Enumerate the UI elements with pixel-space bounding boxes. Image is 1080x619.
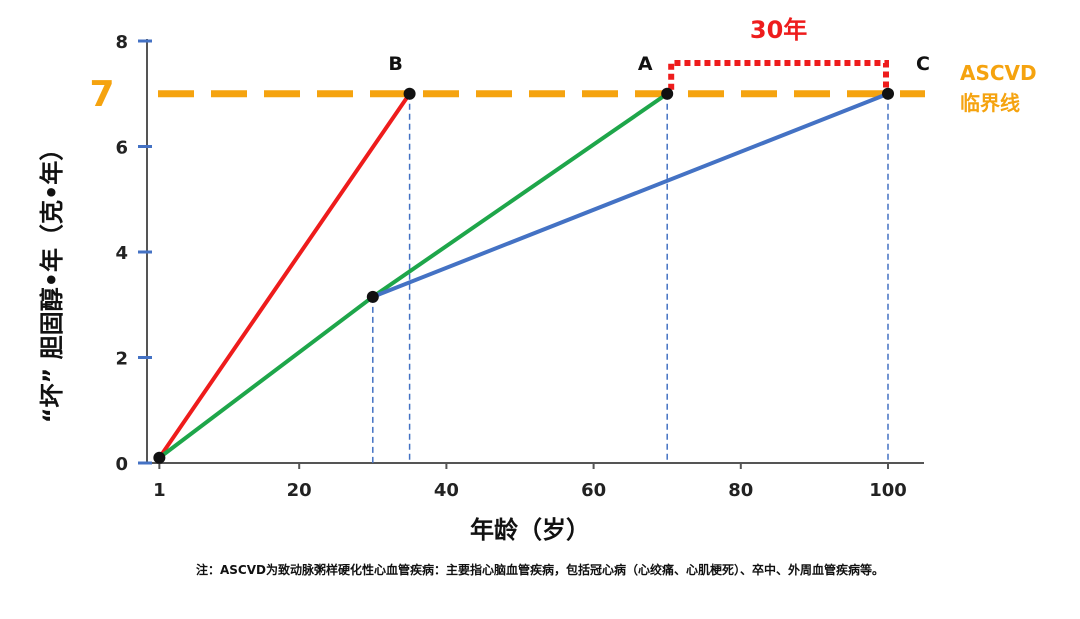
threshold-label-line2: 临界线 bbox=[960, 91, 1020, 115]
x-tick-label-3: 60 bbox=[581, 480, 606, 501]
x-tick-label-1: 20 bbox=[287, 480, 312, 501]
x-tick-label-4: 80 bbox=[728, 480, 753, 501]
point-label-c: C bbox=[916, 53, 930, 75]
series-line-0 bbox=[157, 91, 412, 460]
x-tick-label-0: 1 bbox=[153, 480, 166, 501]
bracket-label: 30年 bbox=[750, 16, 807, 44]
x-axis-title: 年龄（岁） bbox=[470, 516, 590, 544]
y-tick-label-2: 4 bbox=[115, 243, 128, 264]
series-line-1 bbox=[157, 91, 670, 460]
y-tick-label-1: 2 bbox=[115, 349, 128, 370]
chart: 0 2 4 6 8 1 20 40 60 80 100 7 ASCVD 临界线 30年 B A C 年龄（岁） “坏”… bbox=[38, 16, 1037, 544]
data-point-0 bbox=[153, 451, 166, 464]
data-point-2 bbox=[403, 87, 416, 100]
point-label-a: A bbox=[638, 53, 653, 75]
bracket-30-years bbox=[668, 60, 889, 90]
x-tick-label-5: 100 bbox=[869, 480, 907, 501]
y-tick-label-0: 0 bbox=[115, 454, 128, 475]
y-tick-label-3: 6 bbox=[115, 138, 128, 159]
data-point-1 bbox=[366, 290, 379, 303]
series-line-2 bbox=[370, 91, 890, 299]
data-point-4 bbox=[882, 87, 894, 100]
point-label-b: B bbox=[388, 53, 402, 75]
data-point-3 bbox=[661, 87, 674, 100]
x-tick-label-2: 40 bbox=[434, 480, 459, 501]
footnote: 注：ASCVD为致动脉粥样硬化性心血管疾病：主要指心脑血管疾病，包括冠心病（心绞… bbox=[196, 563, 884, 577]
y-tick-label-4: 8 bbox=[115, 32, 128, 53]
y-axis-title: “坏” 胆固醇•年（克•年） bbox=[38, 137, 66, 424]
threshold-value-label: 7 bbox=[89, 74, 114, 115]
threshold-label-line1: ASCVD bbox=[960, 61, 1037, 85]
